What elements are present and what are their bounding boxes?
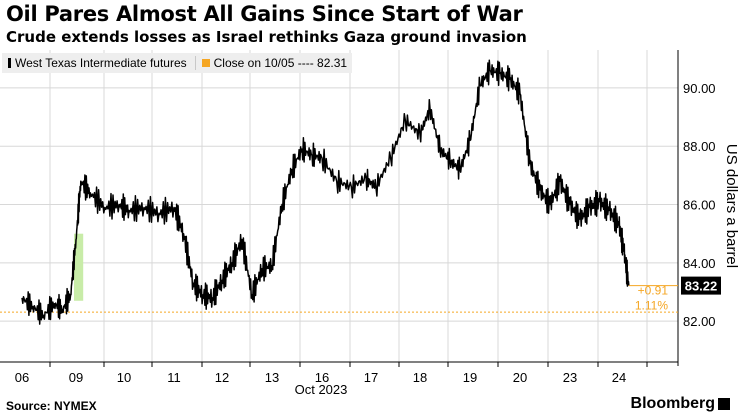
x-tick-label: 18 (413, 370, 427, 385)
legend-divider (194, 56, 196, 70)
y-tick-label: 90.00 (683, 81, 716, 96)
x-tick-label: 17 (364, 370, 378, 385)
gap-highlight-band (74, 233, 84, 301)
x-tick-label: 23 (563, 370, 577, 385)
series-line-wti (21, 59, 630, 325)
y-axis-label: US dollars a barrel (723, 144, 740, 268)
legend-label-close: Close on 10/05 ---- 82.31 (213, 56, 348, 70)
series-line-layer (21, 59, 630, 325)
y-tick-label: 86.00 (683, 198, 716, 213)
value-annotations: 83.22 +0.911.11% (628, 276, 721, 313)
y-tick-label: 84.00 (683, 256, 716, 271)
x-tick-label: 20 (513, 370, 527, 385)
source-note: Source: NYMEX (6, 399, 97, 413)
x-tick-label: 10 (117, 370, 131, 385)
last-value-label: 83.22 (685, 279, 718, 294)
legend-swatch-close (201, 59, 210, 67)
x-axis-label: Oct 2023 (295, 382, 348, 397)
chart-subtitle: Crude extends losses as Israel rethinks … (6, 28, 527, 46)
x-tick-label: 19 (463, 370, 477, 385)
legend-item-wti: West Texas Intermediate futures (8, 56, 187, 70)
highlight-band-layer (74, 233, 84, 301)
x-tick-labels: 06 09 10 11 12 13 16 17 18 19 20 23 24 (15, 362, 648, 385)
brand-logo: Bloomberg (631, 395, 730, 413)
brand-square-icon (718, 397, 730, 410)
change-label: +0.91 (638, 284, 669, 298)
x-tick-label: 09 (69, 370, 83, 385)
x-tick-label: 11 (167, 370, 181, 385)
brand-name: Bloomberg (630, 395, 715, 412)
change-pct-label: 1.11% (635, 299, 668, 313)
chart-legend: West Texas Intermediate futures Close on… (2, 53, 352, 73)
x-tick-label: 06 (15, 370, 29, 385)
legend-swatch-wti (8, 58, 11, 68)
x-tick-label: 16 (315, 370, 329, 385)
legend-item-close: Close on 10/05 ---- 82.31 (201, 56, 348, 70)
x-tick-label: 13 (265, 370, 279, 385)
y-tick-labels: 82.00 84.00 86.00 88.00 90.00 (683, 81, 716, 329)
last-value-box (681, 276, 721, 295)
y-tick-label: 82.00 (683, 314, 716, 329)
x-tick-label: 24 (612, 370, 626, 385)
chart-title: Oil Pares Almost All Gains Since Start o… (6, 2, 523, 26)
x-tick-label: 12 (215, 370, 229, 385)
legend-label-wti: West Texas Intermediate futures (15, 56, 187, 70)
y-tick-label: 88.00 (683, 139, 716, 154)
